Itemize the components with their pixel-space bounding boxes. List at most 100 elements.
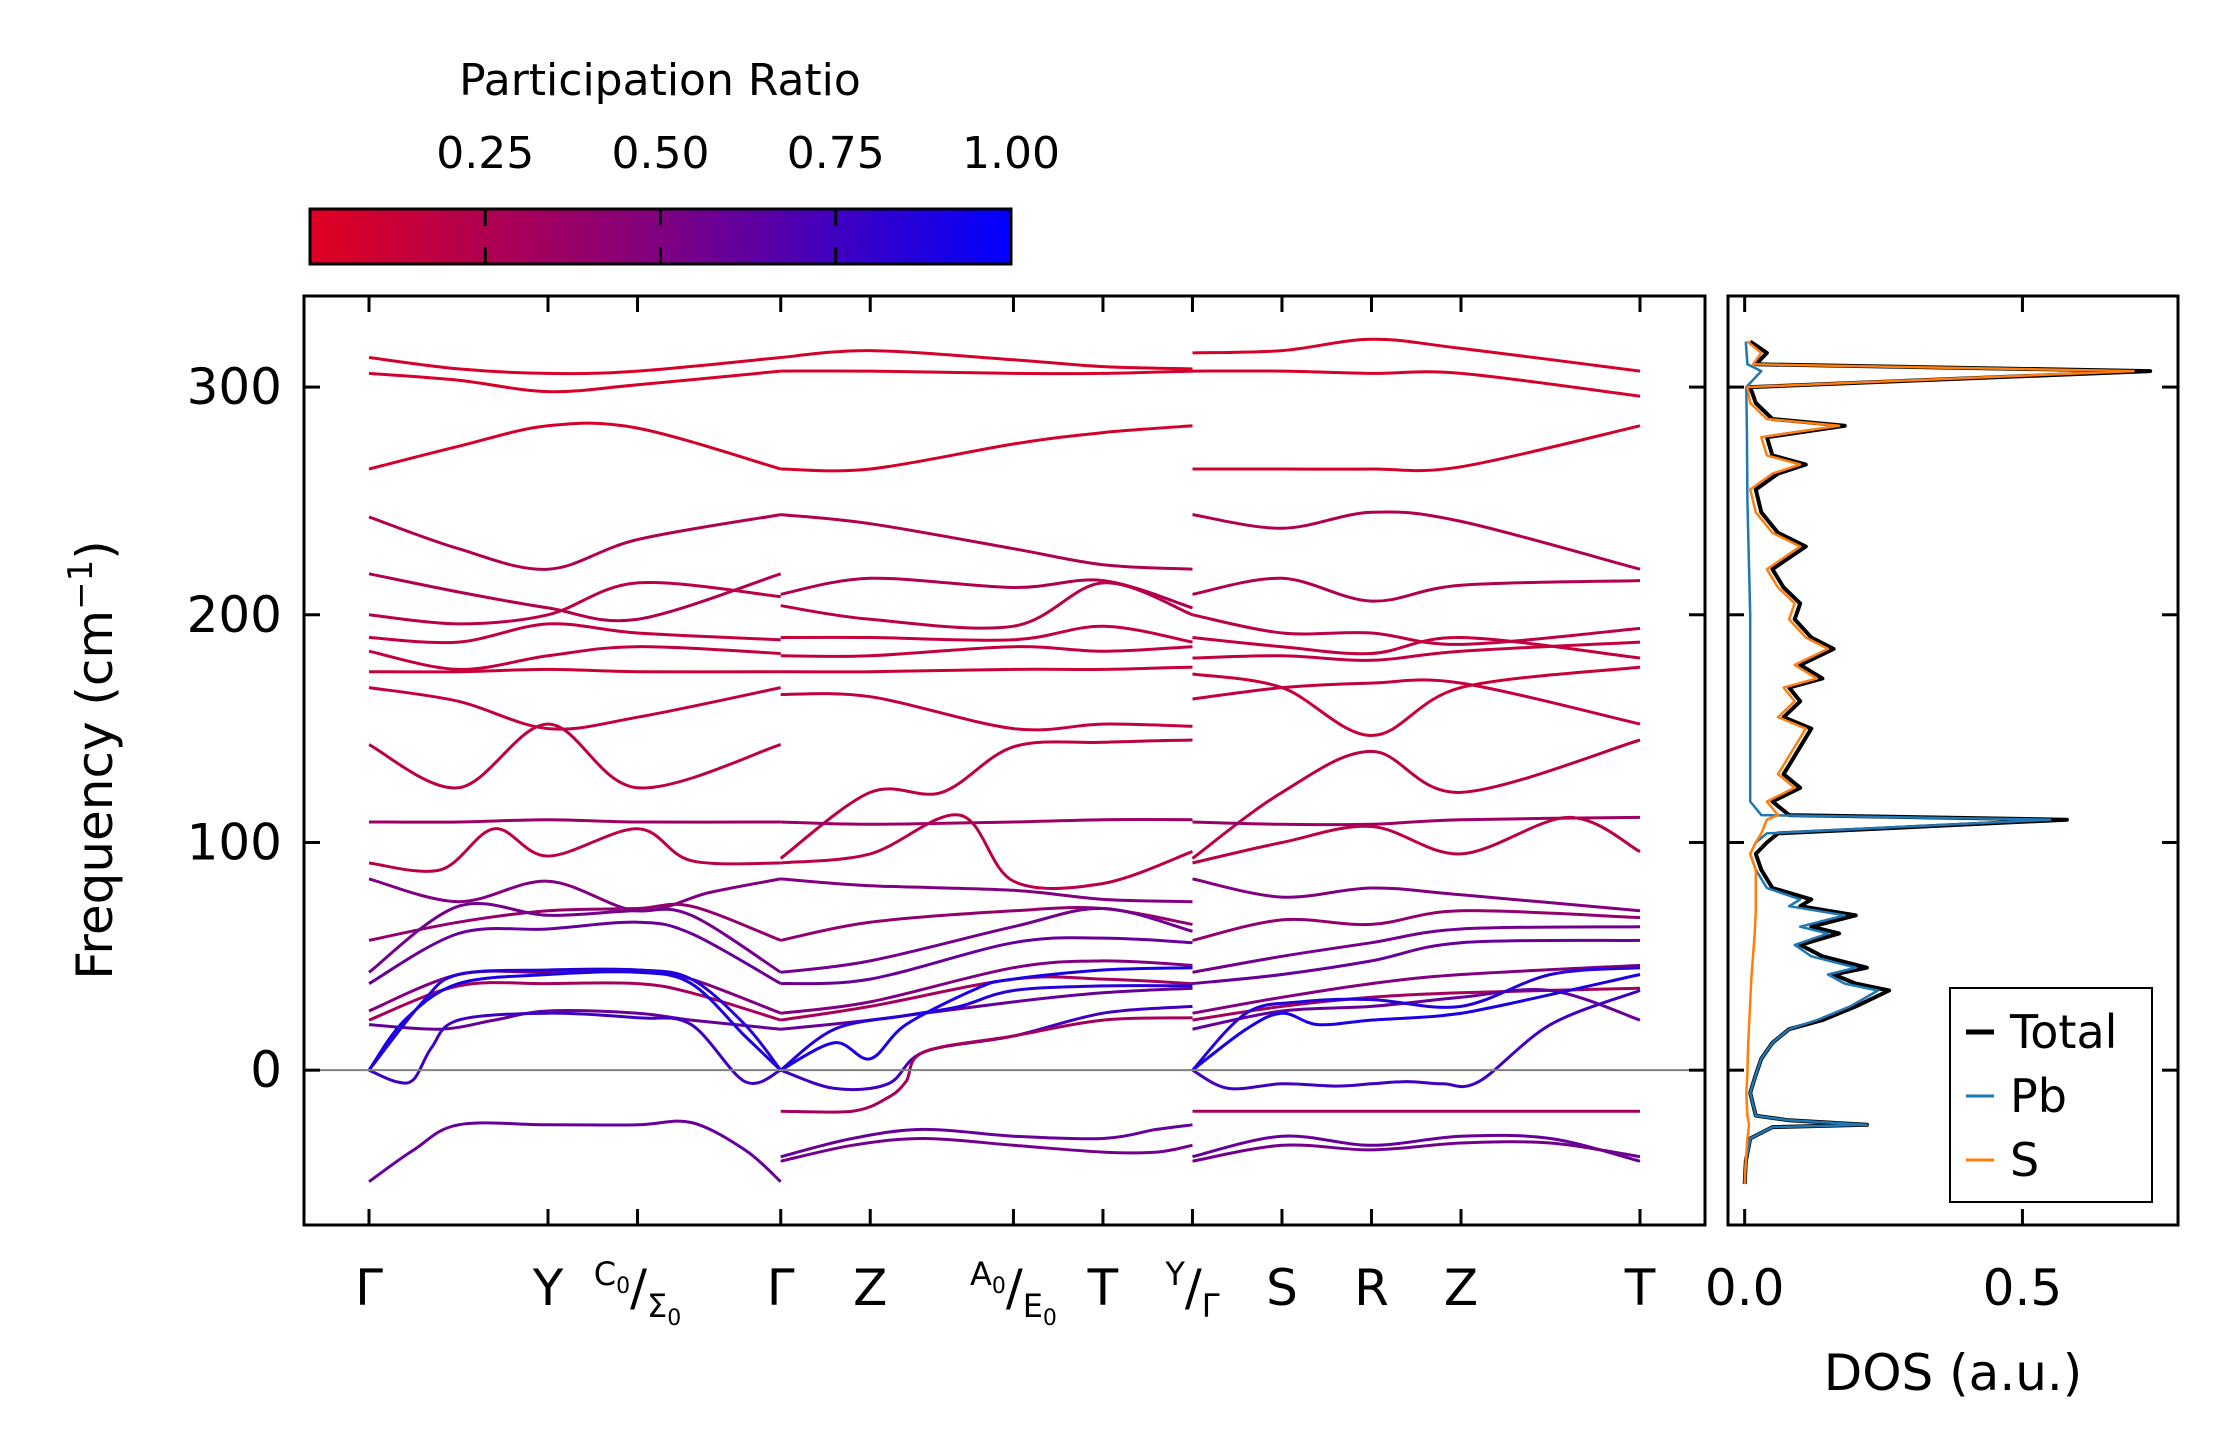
phonon-band: [367, 970, 782, 1072]
k-point-label: A0/E0: [970, 1255, 1057, 1331]
phonon-band: [780, 581, 1194, 630]
phonon-band: [368, 1011, 782, 1085]
phonon-band: [780, 576, 1193, 610]
phonon-band: [1192, 925, 1641, 974]
y-axis-label-main: Frequency (cm: [66, 610, 124, 980]
phonon-band: [780, 1123, 1193, 1159]
phonon-band: [780, 349, 1193, 371]
colorbar-tick-label: 0.75: [787, 128, 885, 179]
phonon-band: [780, 665, 1193, 674]
phonon-band: [779, 738, 1193, 860]
k-point-label: R: [1354, 1259, 1389, 1317]
phonon-band: [368, 1119, 782, 1183]
band-axes-frame: [302, 294, 1707, 1227]
phonon-band: [368, 356, 781, 376]
phonon-band: [780, 959, 1193, 1015]
phonon-band: [1192, 815, 1641, 865]
phonon-band: [368, 369, 781, 394]
k-point-label: Γ: [767, 1259, 795, 1317]
dos-legend: Total Pb S: [1949, 987, 2153, 1203]
phonon-band: [368, 581, 781, 626]
dos-x-tick-label: 0.0: [1705, 1259, 1785, 1317]
k-point-label: T: [1087, 1259, 1119, 1317]
y-axis-ticks: 0 100 200 300: [187, 358, 1705, 1099]
phonon-band: [780, 1016, 1193, 1114]
phonon-band: [780, 906, 1193, 974]
phonon-band: [779, 966, 1193, 1072]
k-point-label: Z: [853, 1259, 887, 1317]
k-point-label: Z: [1444, 1259, 1478, 1317]
k-point-label: C0/Σ0: [594, 1255, 681, 1331]
phonon-band: [780, 818, 1193, 826]
dos-panel: 0.0 0.5 DOS (a.u.) Total Pb S: [1705, 294, 2180, 1402]
dos-x-tick-label: 0.5: [1983, 1259, 2063, 1317]
phonon-band: [1192, 1140, 1641, 1163]
phonon-band: [779, 984, 1193, 1072]
phonon-band: [1191, 973, 1641, 1072]
dos-axes-frame: [1726, 294, 2180, 1227]
phonon-band: [368, 818, 781, 824]
colorbar-tick-label: 1.00: [962, 128, 1060, 179]
phonon-band: [368, 667, 781, 674]
phonon-band: [1192, 678, 1641, 726]
legend-label-pb: Pb: [2010, 1069, 2067, 1123]
phonon-band: [780, 936, 1193, 986]
phonon-band: [1192, 938, 1641, 986]
phonon-band: [780, 624, 1193, 644]
phonon-band: [368, 686, 782, 731]
phonon-band: [1192, 613, 1641, 646]
colorbar-tick-label: 0.50: [612, 128, 710, 179]
phonon-band: [368, 902, 782, 942]
k-point-label: Y: [532, 1259, 564, 1317]
phonon-band: [1192, 510, 1641, 571]
phonon-band: [1192, 424, 1641, 473]
dos-y-ticks: [1728, 385, 2178, 1072]
k-point-label: T: [1624, 1259, 1656, 1317]
k-point-label: Γ: [355, 1259, 383, 1317]
phonon-band: [368, 901, 782, 974]
phonon-band: [780, 645, 1193, 658]
phonon-band: [368, 877, 781, 913]
phonon-band: [1191, 966, 1641, 1072]
phonon-band: [1192, 665, 1641, 738]
k-point-label: S: [1266, 1259, 1298, 1317]
y-axis-label-sup: −1: [61, 560, 101, 610]
dos-x-label: DOS (a.u.): [1824, 1344, 2083, 1402]
colorbar-tick-label: 0.25: [436, 128, 534, 179]
phonon-band: [368, 572, 782, 623]
phonon-band: [1192, 815, 1641, 827]
legend-label-total: Total: [2009, 1005, 2117, 1059]
y-tick-label: 0: [250, 1041, 282, 1099]
y-tick-label: 100: [187, 813, 282, 871]
dos-curve-pb: [1743, 341, 2052, 1185]
dos-x-ticks: 0.0 0.5: [1705, 296, 2062, 1317]
phonon-band: [1192, 640, 1641, 662]
dos-curves: [1742, 339, 2153, 1185]
colorbar: Participation Ratio 0.25 0.50 0.75 1.00: [308, 55, 1060, 266]
dos-curve-s: [1743, 340, 2135, 1185]
phonon-band: [1192, 877, 1641, 913]
legend-label-s: S: [2010, 1133, 2039, 1187]
phonon-band: [780, 513, 1193, 571]
y-axis-label-end: ): [66, 540, 124, 560]
colorbar-title: Participation Ratio: [459, 55, 861, 106]
phonon-band: [780, 877, 1193, 904]
phonon-band: [1192, 963, 1641, 1015]
phonon-band: [780, 369, 1193, 376]
phonon-band: [780, 986, 1193, 1031]
phonon-band: [1192, 576, 1641, 603]
phonon-band: [368, 1009, 781, 1031]
phonon-band: [1192, 369, 1641, 398]
phonon-band: [1192, 909, 1641, 942]
phonon-band: [780, 1136, 1193, 1163]
phonon-band: [1192, 337, 1641, 373]
phonon-band: [368, 513, 781, 571]
y-tick-label: 300: [187, 358, 282, 416]
phonon-band: [780, 813, 1194, 890]
phonon-band: [368, 645, 781, 671]
phonon-band: [780, 424, 1193, 473]
phonon-band: [1191, 989, 1641, 1091]
colorbar-ticks: 0.25 0.50 0.75 1.00: [436, 128, 1060, 264]
